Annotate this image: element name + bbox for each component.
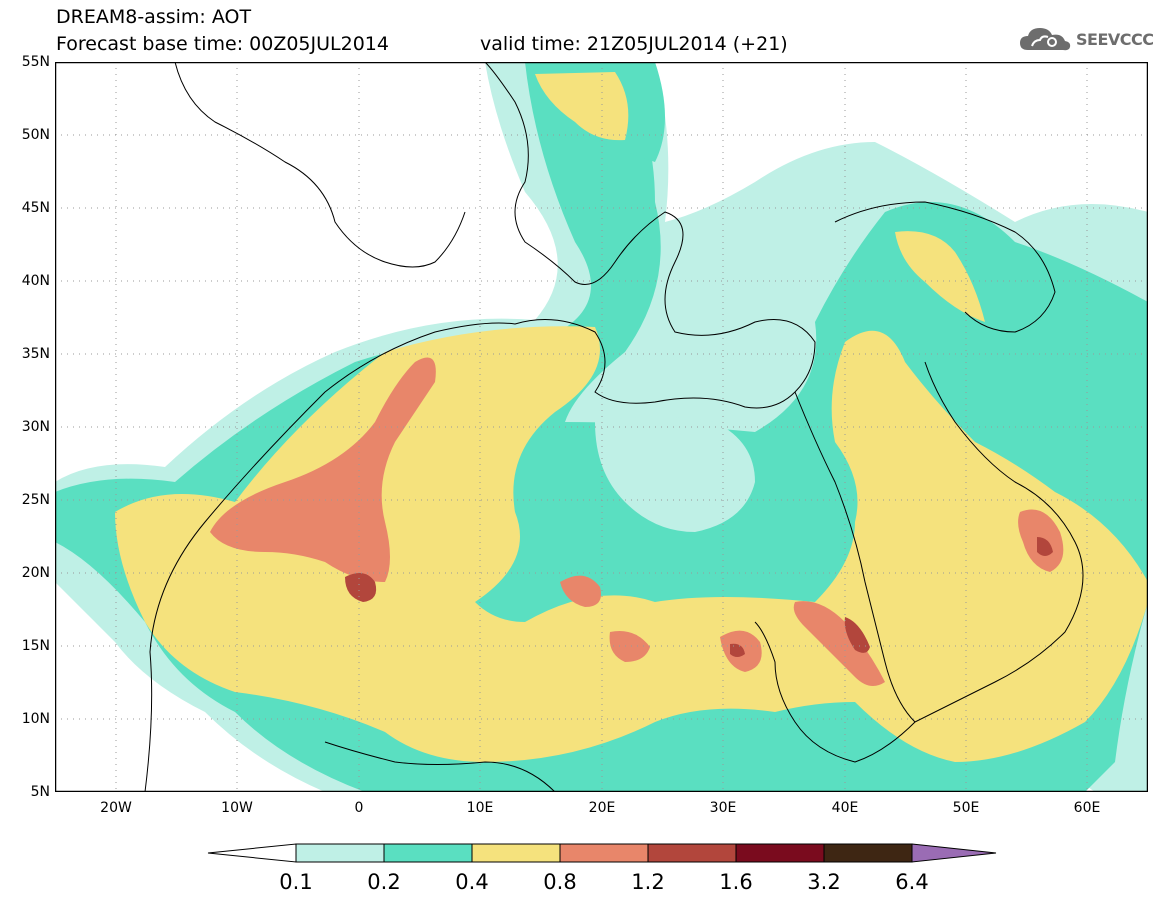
- aot-core-strong-2: [844, 617, 870, 653]
- colorbar-segment: [735, 843, 825, 863]
- lat-label: 45N: [21, 200, 50, 216]
- colorbar-label: 0.1: [279, 870, 313, 894]
- aot-patch-caspian: [895, 231, 985, 322]
- aot-map: [55, 62, 1148, 792]
- lat-label: 5N: [30, 784, 50, 800]
- graticule: [55, 62, 1148, 792]
- seevccc-logo: SEEVCCC: [1018, 22, 1154, 56]
- colorbar-label: 1.2: [631, 870, 665, 894]
- lon-label: 60E: [1073, 800, 1101, 816]
- lat-label: 40N: [21, 273, 50, 289]
- logo-text: SEEVCCC: [1076, 29, 1154, 49]
- aot-core-red-sea: [793, 601, 885, 686]
- colorbar-segment: [559, 843, 649, 863]
- colorbar-segment: [295, 843, 385, 863]
- lat-label: 30N: [21, 419, 50, 435]
- map-title: DREAM8-assim: AOT: [56, 6, 252, 28]
- aot-core-mali: [609, 631, 650, 662]
- lon-label: 0: [354, 800, 364, 816]
- cloud-icon: [1020, 28, 1071, 51]
- colorbar: [207, 843, 997, 863]
- colorbar-low-arrow: [207, 843, 297, 863]
- aot-core-west-sahara: [210, 357, 436, 582]
- aot-core-strong-3: [1037, 537, 1053, 556]
- colorbar-label: 3.2: [807, 870, 841, 894]
- colorbar-label: 1.6: [719, 870, 753, 894]
- coastlines: [144, 62, 1084, 792]
- lat-label: 55N: [21, 54, 50, 70]
- colorbar-label: 0.2: [367, 870, 401, 894]
- aot-core-strong-4: [730, 643, 745, 657]
- colorbar-segment: [383, 843, 473, 863]
- aot-plume-europe-core: [535, 72, 629, 141]
- lat-label: 10N: [21, 711, 50, 727]
- lon-label: 10E: [466, 800, 494, 816]
- colorbar-segment: [647, 843, 737, 863]
- colorbar-label: 0.4: [455, 870, 489, 894]
- lat-label: 15N: [21, 638, 50, 654]
- lat-label: 50N: [21, 127, 50, 143]
- colorbar-label: 0.8: [543, 870, 577, 894]
- lon-label: 20W: [100, 800, 132, 816]
- colorbar-high-arrow: [911, 843, 997, 863]
- valid-time: valid time: 21Z05JUL2014 (+21): [480, 33, 788, 55]
- aot-core-chad: [560, 575, 601, 607]
- lat-label: 20N: [21, 565, 50, 581]
- lon-label: 50E: [952, 800, 980, 816]
- colorbar-label: 6.4: [895, 870, 929, 894]
- map-frame: [55, 62, 1148, 792]
- aot-core-strong-1: [345, 573, 377, 602]
- lon-label: 20E: [588, 800, 616, 816]
- lat-label: 25N: [21, 492, 50, 508]
- colorbar-segment: [823, 843, 913, 863]
- lat-label: 35N: [21, 346, 50, 362]
- forecast-base-time: Forecast base time: 00Z05JUL2014: [56, 33, 389, 55]
- lon-label: 40E: [831, 800, 859, 816]
- colorbar-segment: [471, 843, 561, 863]
- lon-label: 10W: [221, 800, 253, 816]
- aot-low-egypt: [595, 417, 755, 532]
- lon-label: 30E: [709, 800, 737, 816]
